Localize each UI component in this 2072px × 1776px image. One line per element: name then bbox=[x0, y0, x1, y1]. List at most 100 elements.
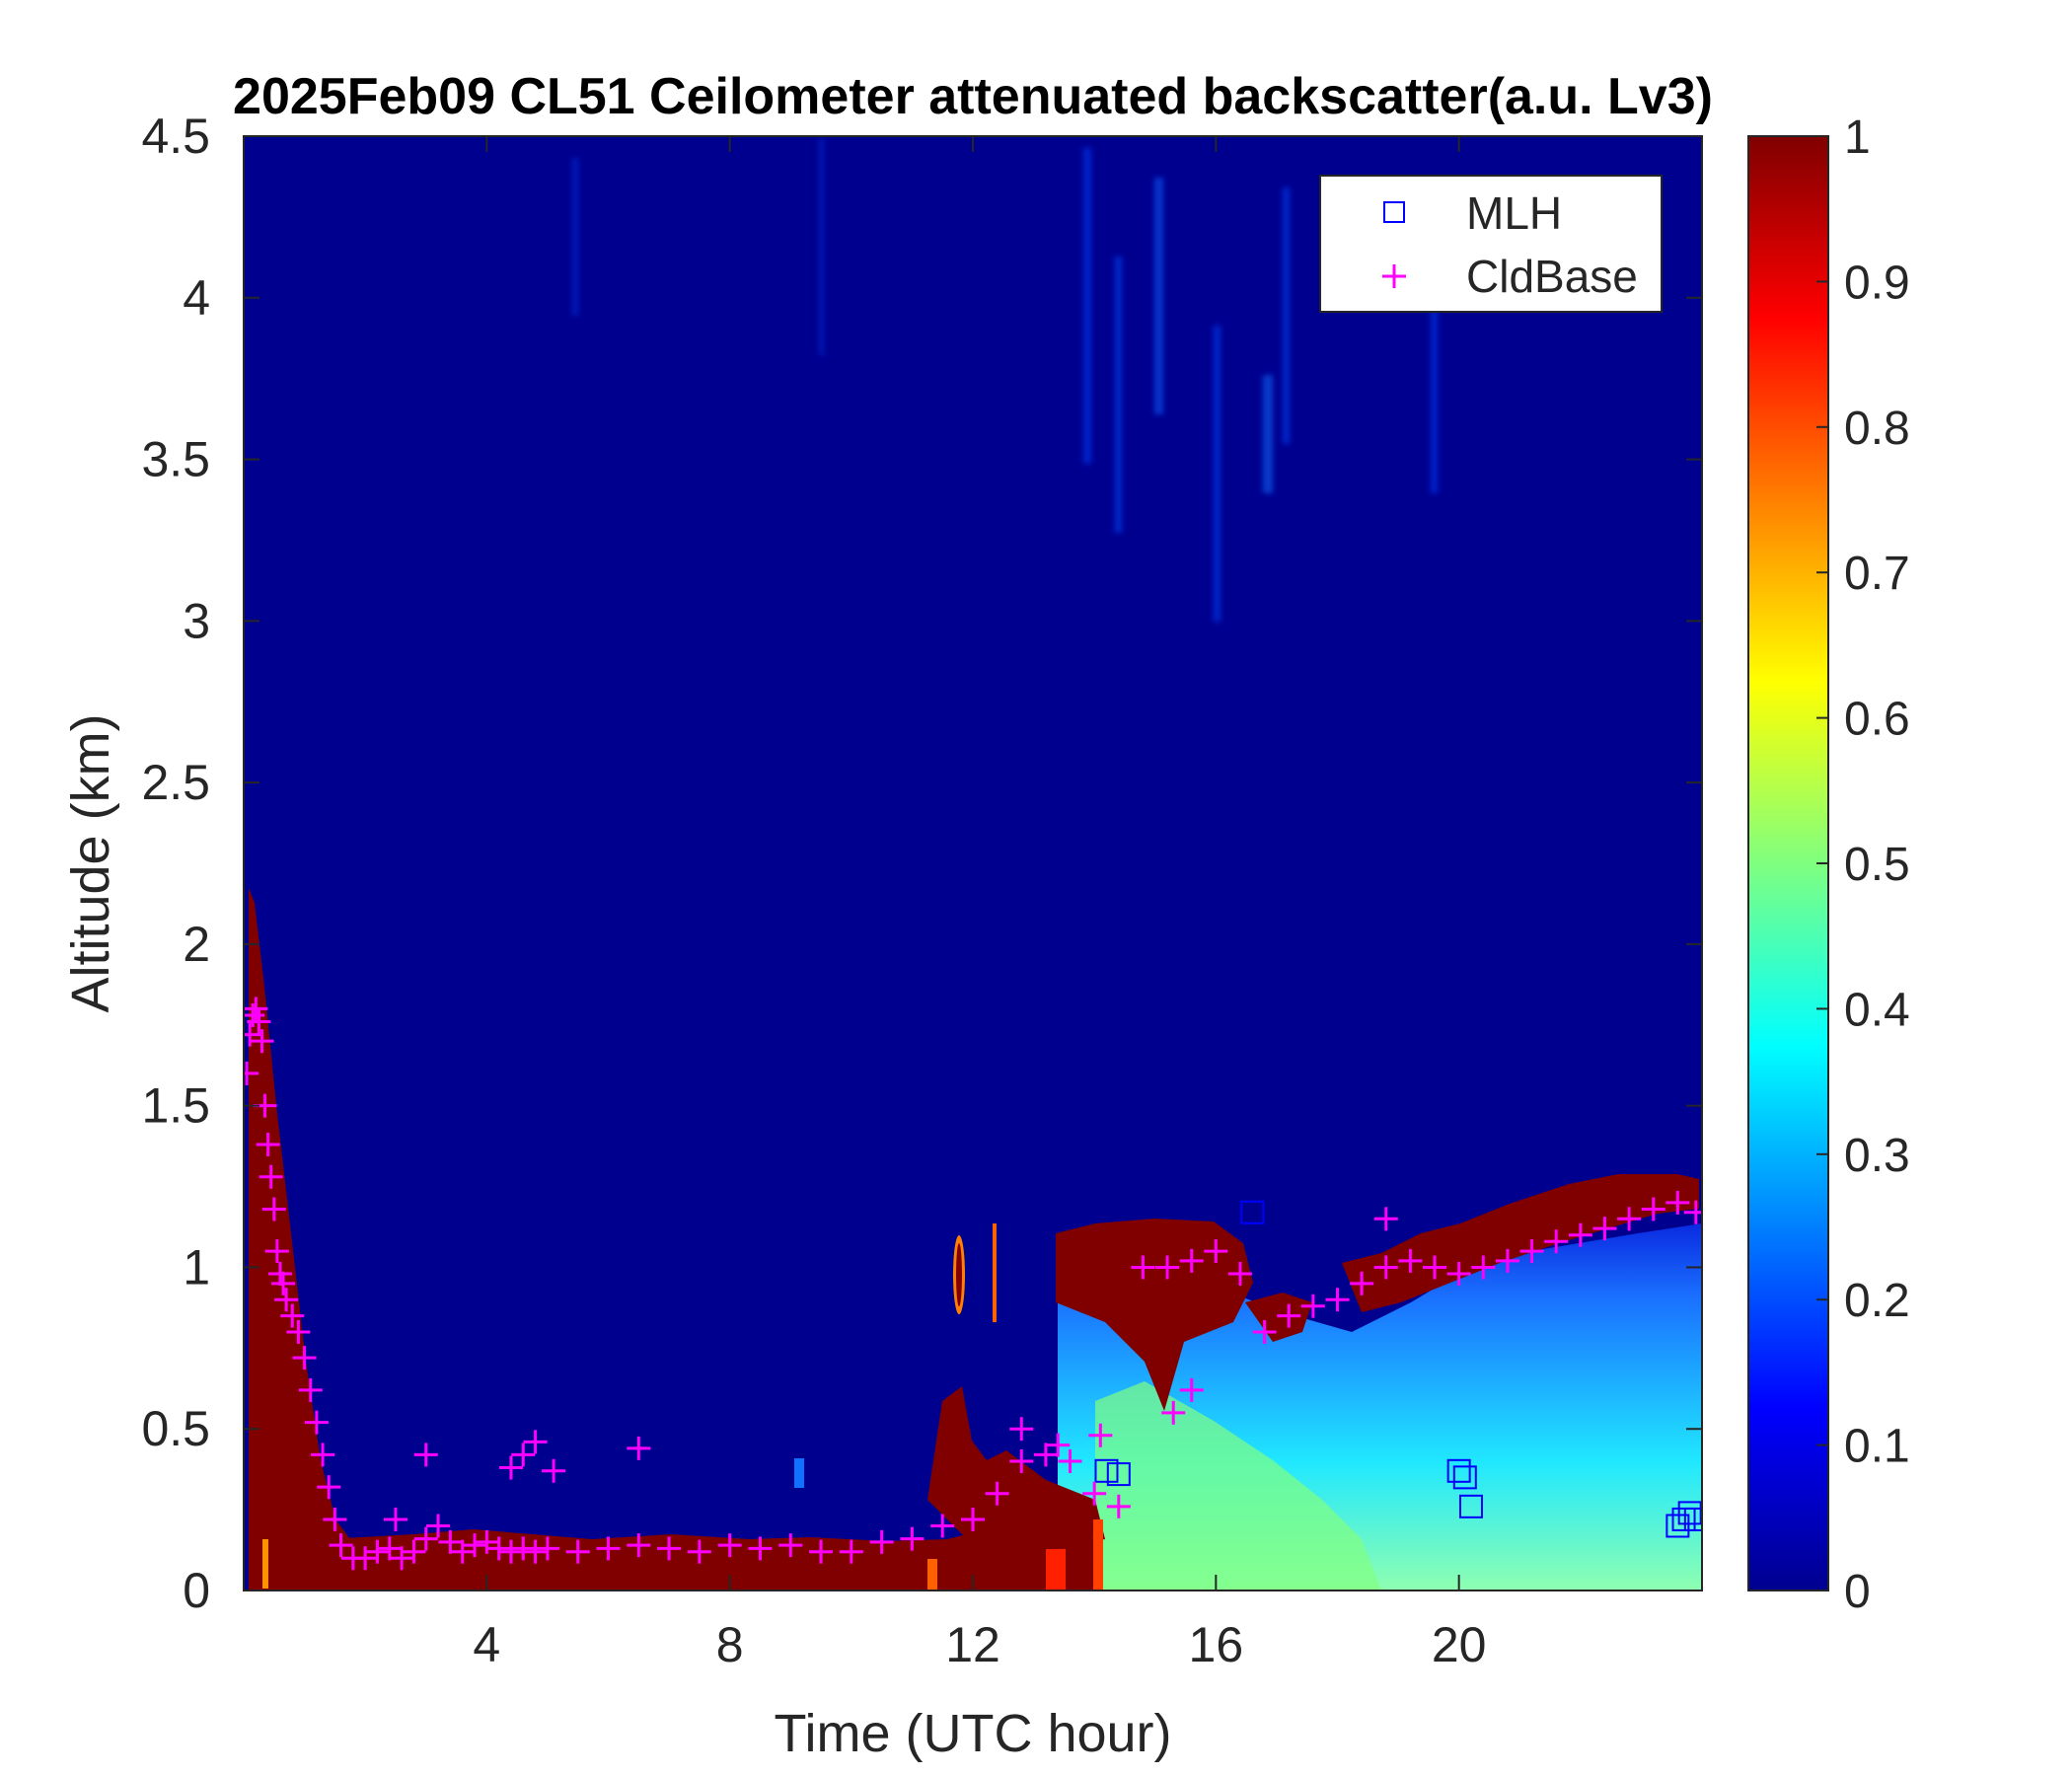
cldbase-marker bbox=[353, 1546, 378, 1571]
colorbar-tick-label: 1 bbox=[1844, 111, 1871, 164]
cloud-accents bbox=[262, 1223, 1103, 1591]
cldbase-marker bbox=[1423, 1255, 1447, 1280]
cldbase-marker bbox=[383, 1507, 407, 1531]
colorbar-gradient bbox=[1747, 135, 1829, 1591]
cldbase-marker bbox=[271, 1271, 296, 1295]
cldbase-marker bbox=[627, 1436, 651, 1460]
cldbase-marker bbox=[1683, 1200, 1702, 1224]
cldbase-marker bbox=[869, 1529, 894, 1554]
cldbase-marker bbox=[323, 1507, 347, 1531]
series-layer bbox=[244, 997, 1702, 1571]
cldbase-marker bbox=[1350, 1271, 1374, 1295]
cldbase-marker bbox=[900, 1526, 925, 1551]
cldbase-marker bbox=[1227, 1261, 1252, 1286]
cldbase-marker bbox=[809, 1539, 834, 1564]
y-tick-label: 2.5 bbox=[141, 755, 210, 810]
y-tick-label: 4.5 bbox=[141, 109, 210, 164]
cldbase-marker bbox=[1544, 1229, 1569, 1254]
cldbase-marker bbox=[1373, 1207, 1398, 1231]
cldbase-marker bbox=[402, 1539, 426, 1564]
cldbase-marker bbox=[542, 1458, 566, 1483]
colorbar-tick-label: 0 bbox=[1844, 1566, 1871, 1618]
cldbase-marker bbox=[413, 1443, 438, 1467]
cldbase-marker bbox=[259, 1164, 283, 1189]
mlh-marker bbox=[1665, 1514, 1690, 1538]
cldbase-marker bbox=[930, 1514, 955, 1538]
axes-layer: 4 8 12 16 20 0 0.5 1 1.5 2 2.5 3 3.5 4 4.5 bbox=[141, 109, 1702, 1672]
cldbase-marker bbox=[244, 1022, 262, 1047]
colorbar-tick-label: 0.4 bbox=[1844, 984, 1910, 1036]
cldbase-marker bbox=[1300, 1294, 1325, 1318]
cldbase-marker bbox=[778, 1533, 803, 1558]
cldbase-marker bbox=[450, 1539, 475, 1564]
cldbase-marker bbox=[1495, 1248, 1519, 1273]
cldbase-marker bbox=[1161, 1400, 1186, 1425]
y-tick-label: 0 bbox=[183, 1563, 210, 1618]
cldbase-marker bbox=[511, 1443, 536, 1467]
cldbase-marker bbox=[1277, 1303, 1301, 1328]
cldbase-marker bbox=[1131, 1255, 1155, 1280]
legend-cldbase-marker bbox=[1382, 264, 1406, 288]
cldbase-marker bbox=[317, 1475, 341, 1500]
mlh-marker bbox=[1240, 1200, 1265, 1224]
cldbase-marker bbox=[839, 1539, 863, 1564]
colorbar-ticks: 0 0.1 0.2 0.3 0.4 0.5 0.6 0.7 0.8 0.9 1 bbox=[1816, 111, 1910, 1618]
cldbase-marker bbox=[1325, 1288, 1350, 1312]
cldbase-marker bbox=[438, 1529, 463, 1554]
y-tick-label: 4 bbox=[183, 270, 210, 326]
colorbar-tick-label: 0.8 bbox=[1844, 403, 1910, 455]
mlh-marker bbox=[1671, 1507, 1696, 1531]
x-tick-label: 4 bbox=[473, 1617, 500, 1672]
cldbase-marker bbox=[311, 1443, 335, 1467]
cldbase-marker bbox=[390, 1546, 414, 1571]
cldbase-marker bbox=[463, 1533, 487, 1558]
cldbase-marker bbox=[267, 1261, 292, 1286]
cldbase-marker bbox=[565, 1539, 590, 1564]
cldbase-marker bbox=[1592, 1217, 1617, 1241]
cldbase-marker bbox=[1446, 1261, 1471, 1286]
cldbase-marker bbox=[627, 1533, 651, 1558]
cldbase-marker bbox=[1519, 1239, 1544, 1264]
mlh-marker bbox=[1677, 1501, 1702, 1525]
cldbase-marker bbox=[1033, 1443, 1058, 1467]
x-tick-label: 8 bbox=[716, 1617, 744, 1672]
mlh-marker bbox=[1446, 1458, 1471, 1483]
y-tick-label: 1.5 bbox=[141, 1078, 210, 1134]
cldbase-marker bbox=[687, 1539, 711, 1564]
cldbase-marker bbox=[985, 1481, 1009, 1506]
cldbase-marker bbox=[377, 1536, 402, 1561]
cldbase-marker bbox=[1009, 1417, 1034, 1442]
legend: MLH CldBase bbox=[1319, 175, 1663, 313]
cldbase-marker bbox=[511, 1536, 536, 1561]
x-tick-label: 12 bbox=[945, 1617, 1000, 1672]
cldbase-marker bbox=[961, 1507, 985, 1531]
cldbase-marker bbox=[1155, 1255, 1180, 1280]
cldbase-marker bbox=[1088, 1423, 1113, 1447]
cldbase-marker bbox=[426, 1514, 451, 1538]
cldbase-marker bbox=[274, 1288, 299, 1312]
colorbar-tick-label: 0.7 bbox=[1844, 548, 1910, 600]
cldbase-marker bbox=[292, 1346, 317, 1370]
cldbase-marker bbox=[329, 1533, 353, 1558]
y-tick-label: 1 bbox=[183, 1239, 210, 1295]
cldbase-marker bbox=[498, 1455, 523, 1480]
mlh-marker bbox=[1458, 1494, 1483, 1518]
cldbase-marker bbox=[1373, 1255, 1398, 1280]
cldbase-marker bbox=[1009, 1448, 1034, 1473]
colorbar: 0 0.1 0.2 0.3 0.4 0.5 0.6 0.7 0.8 0.9 1 bbox=[1747, 111, 1910, 1618]
mlh-marker bbox=[1106, 1462, 1131, 1487]
cldbase-marker bbox=[264, 1239, 289, 1264]
legend-mlh-marker bbox=[1383, 201, 1405, 223]
cldbase-marker bbox=[1082, 1481, 1107, 1506]
cldbase-marker bbox=[1252, 1319, 1277, 1344]
cldbase-marker bbox=[244, 1061, 259, 1085]
boundary-layer-green bbox=[1095, 1381, 1381, 1591]
y-tick-label: 3.5 bbox=[141, 432, 210, 487]
cldbase-marker bbox=[486, 1536, 511, 1561]
x-tick-label: 16 bbox=[1189, 1617, 1244, 1672]
cldbase-marker bbox=[1179, 1248, 1204, 1273]
chart-title: 2025Feb09 CL51 Ceilometer attenuated bac… bbox=[233, 68, 1713, 125]
cldbase-marker bbox=[1204, 1239, 1228, 1264]
colorbar-tick-label: 0.5 bbox=[1844, 839, 1910, 891]
